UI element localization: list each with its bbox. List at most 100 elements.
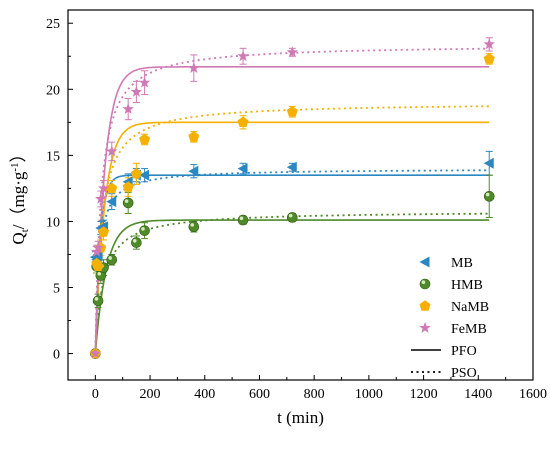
point-hmb [483, 191, 495, 202]
y-tick-label: 20 [46, 83, 60, 98]
pfo-curve-namb [94, 121, 490, 354]
x-tick-label: 1600 [519, 387, 547, 402]
legend-marker-namb [419, 300, 431, 311]
sphere-body [237, 214, 249, 226]
legend-marker-femb [419, 322, 431, 333]
point-femb [95, 193, 107, 204]
sphere-body [139, 225, 150, 236]
point-namb [139, 133, 151, 145]
point-femb [122, 103, 134, 114]
x-tick-label: 400 [194, 387, 215, 402]
y-axis-title-unit: /（mg·g [9, 171, 28, 229]
sphere-body [286, 212, 298, 223]
point-mb [106, 196, 117, 208]
fit-curves [94, 47, 490, 354]
legend-label-hmb: HMB [451, 278, 483, 293]
point-namb [237, 116, 249, 127]
pso-curve-femb [94, 47, 490, 354]
point-namb [92, 260, 104, 271]
legend-label-femb: FeMB [451, 322, 487, 337]
legend-label-namb: NaMB [451, 300, 489, 315]
point-femb [188, 62, 200, 73]
point-namb [106, 182, 118, 194]
point-femb [138, 76, 151, 88]
x-tick-label: 1000 [355, 387, 383, 402]
point-femb [130, 85, 143, 97]
point-namb [483, 53, 495, 64]
point-mb [188, 165, 199, 177]
sphere-highlight [485, 192, 490, 197]
sphere-highlight [124, 199, 129, 203]
point-hmb [188, 221, 200, 233]
pso-curve-namb [94, 105, 490, 354]
point-femb [483, 38, 495, 50]
sphere-highlight [190, 223, 195, 227]
legend-marker-mb [419, 256, 430, 268]
x-tick-label: 200 [140, 387, 161, 402]
point-hmb [131, 237, 142, 248]
point-femb [89, 347, 102, 359]
point-femb [97, 182, 110, 194]
sphere-highlight [97, 272, 102, 276]
sphere-body [122, 197, 134, 209]
y-tick-label: 0 [53, 348, 60, 363]
sphere-highlight [94, 297, 99, 301]
pfo-curve-femb [94, 66, 490, 354]
legend: MB HMB NaMB FeMB PFO PSO [411, 256, 489, 381]
legend-label-pfo: PFO [451, 344, 477, 359]
sphere-highlight [288, 213, 293, 218]
point-mb [139, 169, 150, 181]
x-tick-label: 0 [92, 387, 99, 402]
point-namb [188, 131, 200, 142]
sphere-body [483, 191, 495, 202]
pso-curve-mb [94, 169, 490, 354]
point-hmb [139, 225, 150, 236]
y-tick-label: 5 [53, 282, 60, 297]
sphere-body [419, 278, 431, 290]
point-mb [92, 250, 103, 262]
point-namb [98, 226, 110, 237]
point-hmb [122, 197, 134, 209]
point-namb [130, 168, 142, 179]
y-axis-title: Qt/（mg·g-1） [9, 145, 31, 244]
y-axis-title-unit-close: ） [9, 145, 28, 162]
pfo-curve-hmb [94, 219, 490, 354]
point-mb [483, 157, 494, 169]
legend-label-mb: MB [451, 256, 473, 271]
x-tick-label: 1200 [410, 387, 438, 402]
point-namb [122, 181, 134, 192]
x-tick-label: 1400 [464, 387, 492, 402]
point-femb [106, 145, 118, 157]
x-axis-title: t (min) [277, 408, 324, 427]
y-axis-title-main: Q [9, 232, 28, 244]
sphere-body [106, 254, 118, 266]
y-axis-title-sub: t [19, 229, 31, 232]
point-hmb [95, 270, 107, 281]
x-tick-label: 600 [249, 387, 270, 402]
y-tick-label: 10 [46, 215, 60, 230]
sphere-body [131, 237, 142, 248]
y-tick-label: 25 [46, 17, 60, 32]
point-namb [286, 106, 298, 117]
point-hmb [237, 214, 249, 226]
legend-label-pso: PSO [451, 366, 477, 381]
point-mb [237, 163, 248, 175]
sphere-highlight [132, 238, 137, 243]
sphere-highlight [141, 227, 145, 231]
y-tick-label: 15 [46, 149, 60, 164]
y-axis-title-unit-sup: -1 [9, 162, 21, 171]
axis-ticks: 0 200 400 600 800 1000 1200 1400 1600 0 5 10 15 20 25 [46, 17, 547, 402]
legend-marker-hmb [419, 278, 431, 290]
sphere-highlight [239, 216, 244, 221]
point-hmb [92, 295, 104, 307]
x-tick-label: 800 [304, 387, 325, 402]
plot-frame [67, 9, 534, 381]
point-femb [237, 50, 249, 62]
point-femb [92, 241, 104, 253]
sphere-highlight [108, 256, 112, 260]
pfo-curve-mb [94, 174, 490, 354]
sphere-body [92, 295, 104, 307]
data-points [89, 38, 495, 359]
point-mb [286, 161, 297, 173]
